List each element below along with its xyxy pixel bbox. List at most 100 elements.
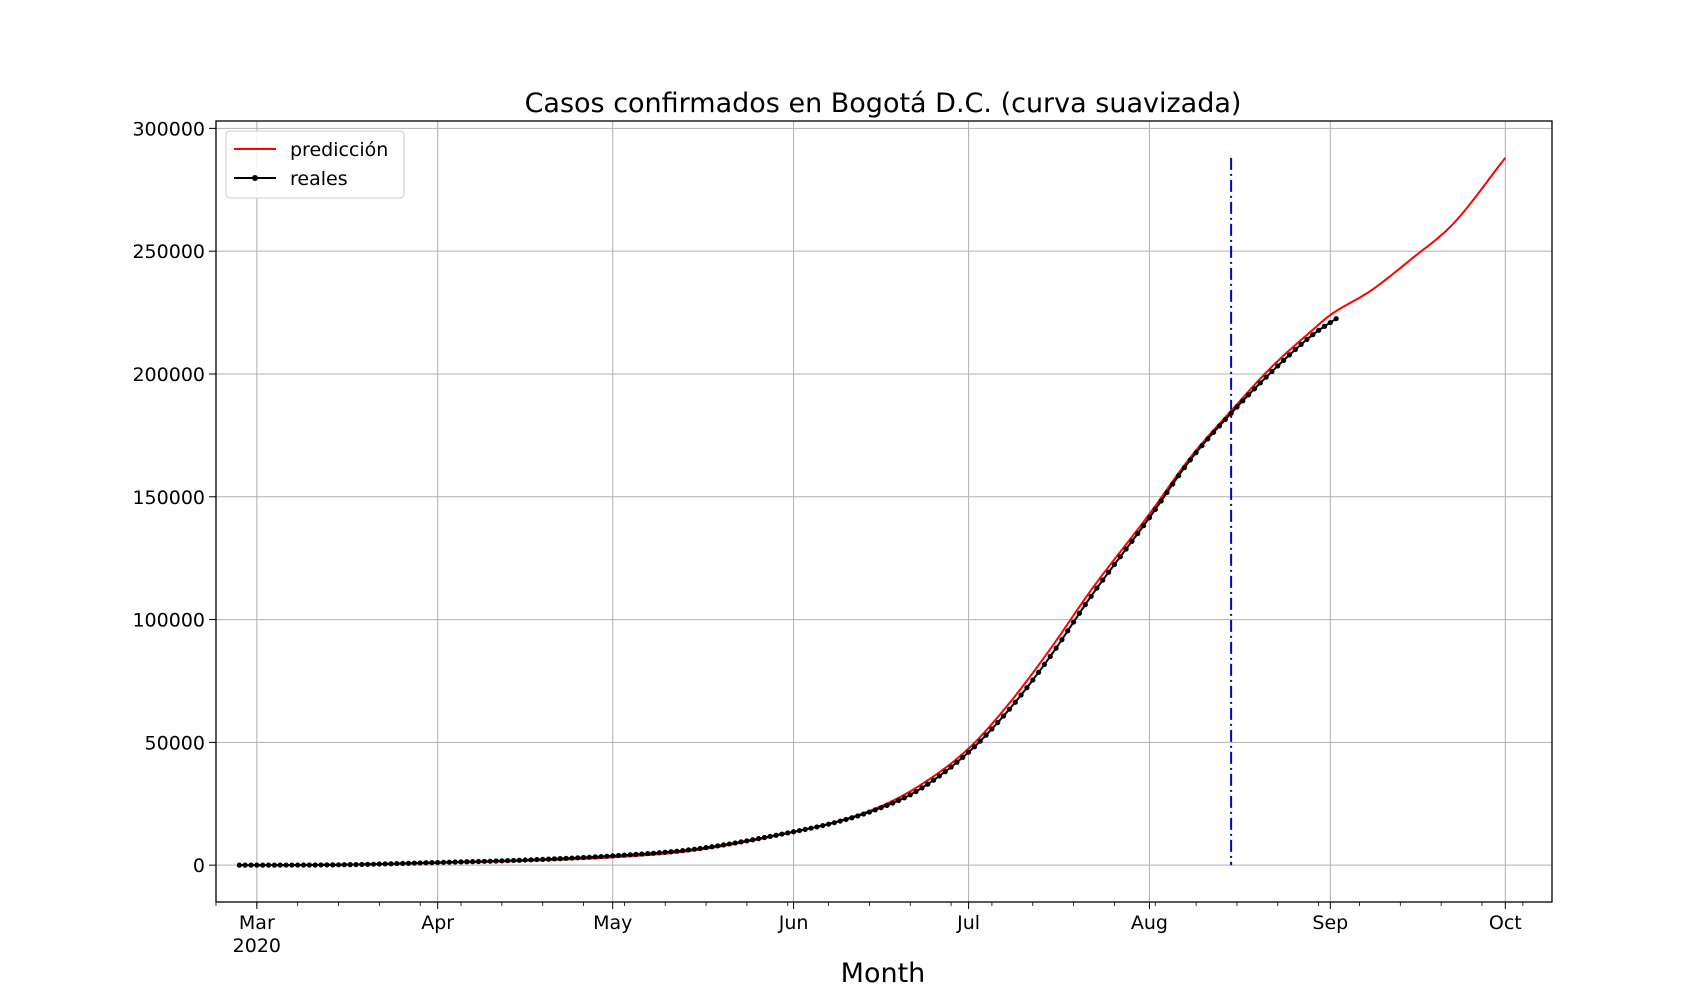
data-point [790,829,797,835]
data-point [411,860,417,866]
legend-label-reales: reales [290,168,348,190]
data-point [983,732,989,738]
data-point [796,827,803,834]
data-point [388,861,394,867]
x-tick-label: Oct [1489,912,1522,934]
data-point [1076,610,1083,616]
data-point [493,858,499,864]
y-tick-label: 300000 [132,118,205,140]
data-point [1333,316,1339,322]
data-point [528,857,534,863]
data-point [995,719,1001,726]
data-point [242,862,248,868]
data-point [1327,319,1333,326]
data-point [703,845,709,851]
data-point [312,862,318,868]
data-point [540,856,546,862]
data-point [726,841,733,847]
data-point [545,856,552,862]
data-point [668,849,674,855]
data-point [1146,515,1153,521]
data-point [1193,450,1199,456]
data-point [744,838,750,844]
data-point [423,860,429,866]
data-point [942,769,948,775]
data-point [808,825,814,831]
data-point [1158,498,1164,504]
data-point [1135,530,1141,537]
data-point [948,764,954,770]
data-point [1181,465,1188,471]
data-point [1304,336,1310,343]
data-point [481,858,487,864]
data-point [919,785,925,791]
data-point [1275,363,1281,369]
data-point [697,845,703,852]
x-tick-label: Apr [421,912,454,934]
data-point [1205,436,1211,442]
data-point [318,862,324,868]
data-point [417,860,423,866]
data-point [429,860,435,866]
data-point [1041,661,1048,668]
data-point [1030,677,1036,683]
data-point [831,820,838,826]
data-point [580,854,587,861]
data-point [510,857,517,864]
data-point [400,860,406,867]
data-point [359,861,365,868]
x-tick-label: Jul [956,912,980,934]
data-point [470,859,476,865]
legend: predicción reales [225,130,405,199]
data-point [376,861,382,867]
data-point [260,862,266,868]
data-point [1111,561,1118,568]
data-point [271,862,277,868]
data-point [394,860,400,867]
data-point [277,862,283,868]
data-point [960,754,966,760]
data-point [1053,645,1059,651]
data-point [633,851,639,857]
data-point [295,862,301,868]
data-point [1065,628,1071,634]
data-point [685,847,692,853]
x-tick-sublabel: 2020 [233,935,281,957]
data-point [1263,374,1269,380]
y-axis: 0 50000 100000 150000 200000 250000 300000 [132,118,216,877]
data-point [365,861,371,867]
data-point [610,853,616,859]
plot-frame [215,120,1553,903]
data-point [1012,699,1018,705]
data-point [1059,637,1065,643]
data-point [965,749,972,755]
data-point [300,862,307,868]
data-point [866,809,873,815]
data-point [820,822,826,829]
data-point [306,862,312,868]
data-point [1024,685,1030,691]
data-point [878,805,884,811]
data-point [1094,585,1100,591]
data-point [236,862,242,868]
y-tick-label: 200000 [132,364,205,386]
x-tick-label: Aug [1131,912,1168,934]
data-point [458,859,464,865]
data-point [1117,554,1123,560]
data-point [1281,357,1287,363]
data-point [709,844,715,850]
data-point [1141,523,1147,529]
data-point [843,816,849,823]
data-point [989,726,995,732]
data-point [1216,423,1223,429]
data-point [505,858,511,864]
data-point [563,855,569,861]
data-point [890,800,896,806]
data-point [802,826,808,833]
data-point [569,855,575,861]
data-point [1152,506,1158,513]
data-point [1316,327,1322,333]
data-point [341,862,347,868]
chart-title: Casos confirmados en Bogotá D.C. (curva … [525,88,1242,119]
